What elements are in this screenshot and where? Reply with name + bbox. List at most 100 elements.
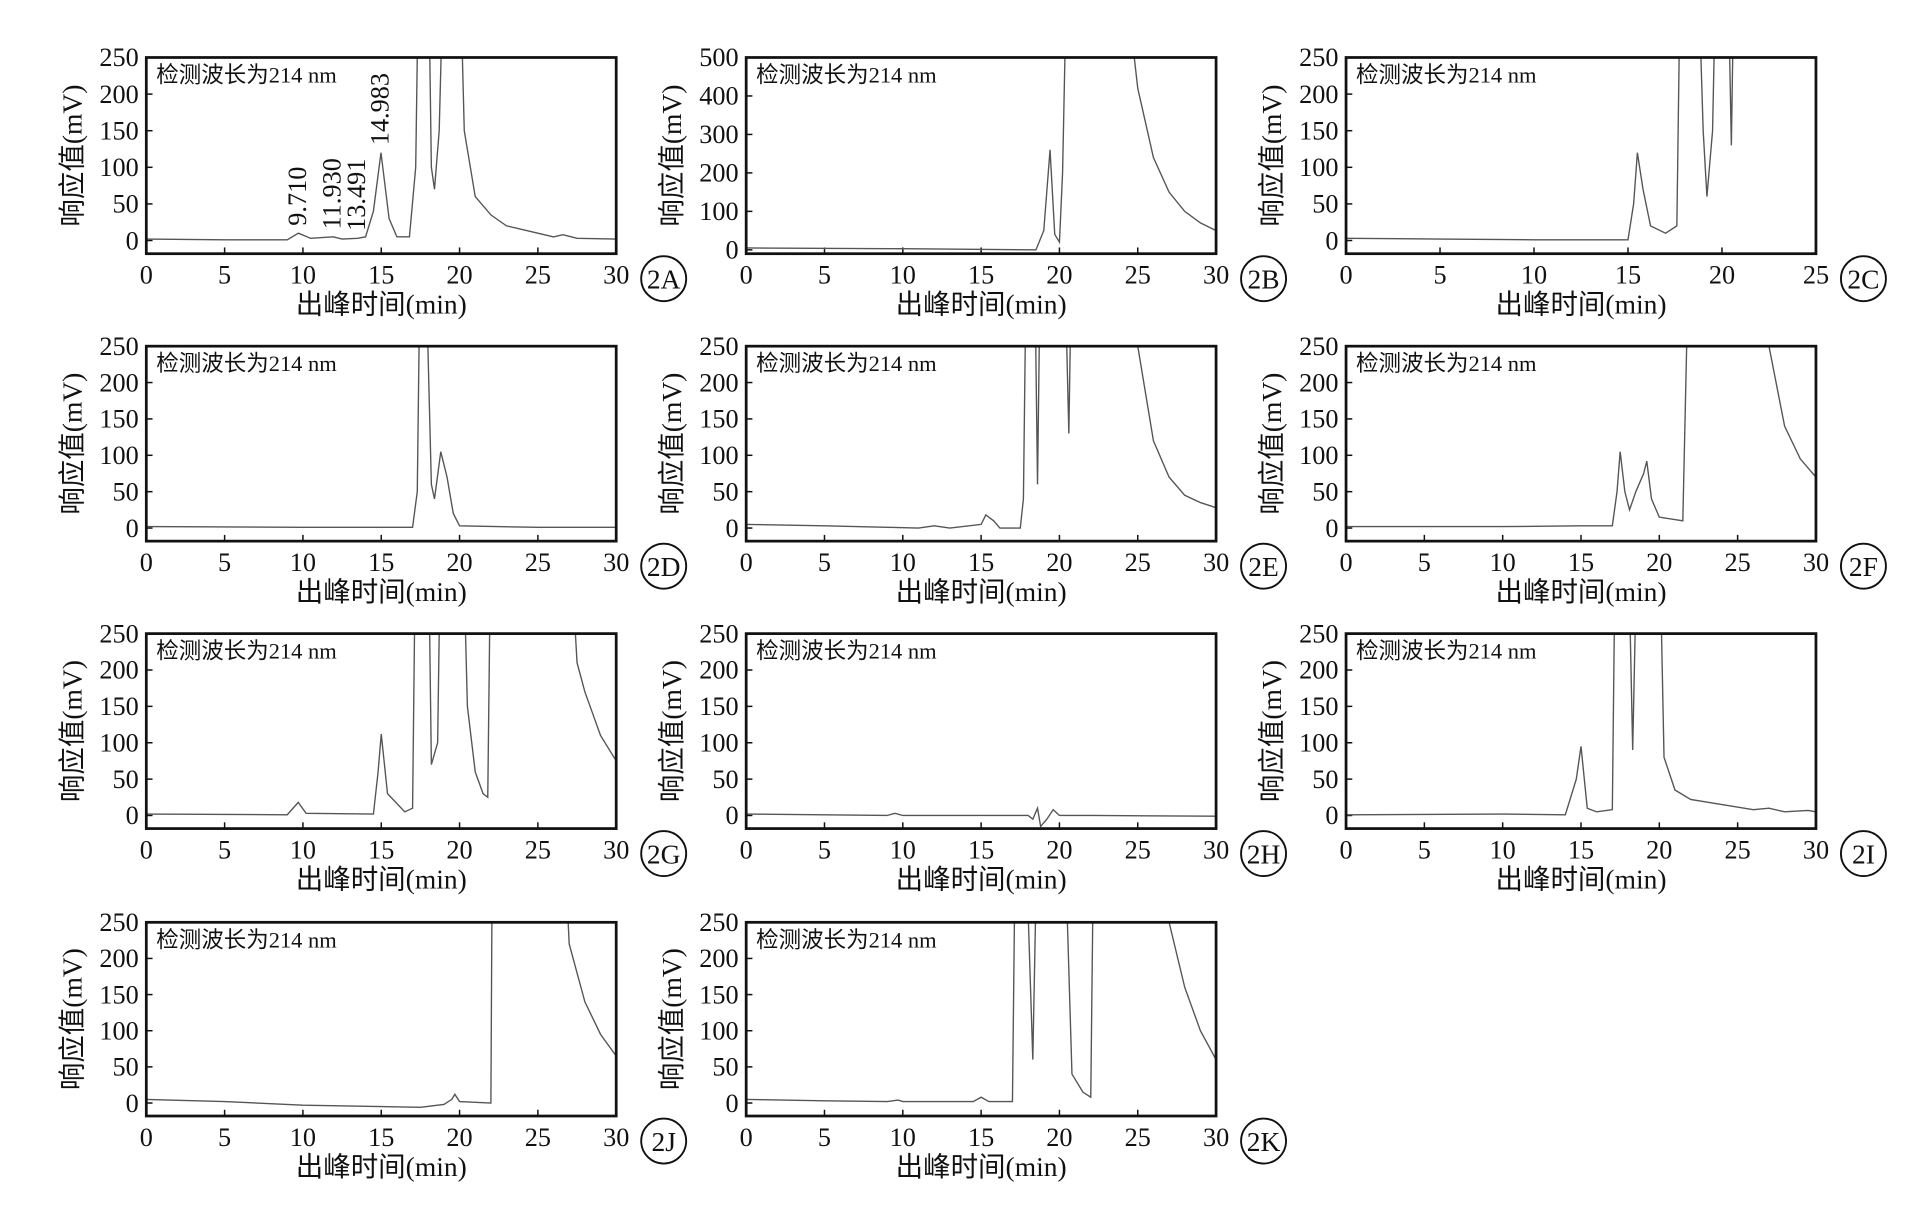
y-tick-label: 250 — [99, 619, 138, 648]
y-axis-label: 响应值(mV) — [657, 85, 687, 227]
y-tick-label: 200 — [1299, 368, 1338, 397]
y-tick-label: 0 — [1325, 801, 1338, 830]
panel-label-circle — [1840, 830, 1887, 878]
x-tick-label: 0 — [140, 836, 153, 865]
y-axis-label: 响应值(mV) — [657, 373, 687, 515]
panel-label: 2K — [1247, 1127, 1281, 1157]
x-tick-label: 15 — [968, 1123, 994, 1152]
y-tick-label: 150 — [1299, 405, 1338, 434]
panel: 0 5 10 15 20 25 30 0 50 100 150 200 250 检测波长为214 nm 出峰… — [657, 619, 1287, 895]
y-tick-label: 150 — [1299, 116, 1338, 145]
y-tick-label: 50 — [113, 477, 139, 506]
y-tick-label: 0 — [1325, 226, 1338, 255]
x-tick-label: 10 — [1521, 261, 1547, 290]
panel-label-circle — [640, 542, 688, 590]
x-axis-label: 出峰时间(min) — [1495, 577, 1666, 607]
x-axis-label: 出峰时间(min) — [896, 290, 1067, 320]
x-tick-label: 15 — [1568, 836, 1594, 865]
y-tick-label: 200 — [699, 656, 738, 685]
x-tick-label: 20 — [446, 261, 472, 290]
y-tick-label: 200 — [99, 80, 138, 109]
plot-frame — [744, 344, 1218, 543]
y-axis-label: 响应值(mV) — [657, 948, 687, 1090]
y-tick-label: 100 — [99, 153, 138, 182]
chromatogram-line — [1346, 346, 1816, 528]
y-tick-label: 250 — [1299, 43, 1338, 72]
y-tick-label: 250 — [699, 619, 738, 648]
plot-frame — [1344, 344, 1818, 543]
plot-frame — [1344, 632, 1818, 830]
x-tick-label: 25 — [1125, 261, 1151, 290]
x-tick-label: 5 — [1418, 548, 1431, 577]
plot-frame — [144, 632, 618, 830]
x-tick-label: 5 — [1418, 836, 1431, 865]
annotation: 检测波长为214 nm — [756, 639, 937, 664]
panel-label: 2A — [647, 265, 681, 295]
x-tick-label: 30 — [603, 1123, 629, 1152]
chromatogram-line — [146, 922, 617, 1109]
x-tick-label: 30 — [1203, 548, 1229, 577]
x-tick-label: 30 — [603, 548, 629, 577]
x-tick-label: 0 — [140, 1123, 153, 1152]
x-tick-label: 20 — [1046, 836, 1072, 865]
panel: 0 5 10 15 20 25 30 0 50 100 150 200 250 检测波长为214 nm 出峰… — [57, 332, 688, 607]
x-tick-label: 0 — [140, 261, 153, 290]
panel-label: 2C — [1847, 265, 1879, 295]
y-tick-label: 50 — [113, 765, 139, 794]
x-tick-label: 30 — [603, 261, 629, 290]
y-tick-label: 100 — [699, 197, 738, 226]
annotation: 检测波长为214 nm — [756, 62, 937, 87]
panel-label-circle — [1240, 255, 1287, 303]
annotation: 检测波长为214 nm — [756, 351, 937, 376]
y-tick-label: 150 — [699, 405, 738, 434]
y-tick-label: 100 — [99, 441, 138, 470]
x-tick-label: 15 — [968, 836, 994, 865]
y-tick-label: 50 — [1312, 765, 1338, 794]
y-tick-label: 250 — [99, 332, 138, 361]
x-axis-label: 出峰时间(min) — [296, 290, 467, 320]
y-tick-label: 0 — [1325, 514, 1338, 543]
annotation: 检测波长为214 nm — [156, 639, 337, 664]
plot-frame — [744, 56, 1218, 256]
y-tick-label: 150 — [99, 692, 138, 721]
x-tick-label: 5 — [218, 1123, 231, 1152]
chromatogram-line — [746, 805, 1217, 828]
chromatogram-line — [146, 57, 617, 241]
y-tick-label: 500 — [699, 43, 738, 72]
y-tick-label: 150 — [699, 980, 738, 1009]
panel-label: 2B — [1248, 265, 1280, 295]
x-tick-label: 15 — [1568, 548, 1594, 577]
x-tick-label: 25 — [525, 836, 551, 865]
x-tick-label: 5 — [218, 261, 231, 290]
x-tick-label: 15 — [368, 261, 394, 290]
y-tick-label: 200 — [99, 368, 138, 397]
y-tick-label: 150 — [99, 980, 138, 1009]
plot-frame — [144, 56, 618, 256]
x-tick-label: 10 — [890, 836, 916, 865]
x-tick-label: 20 — [1046, 548, 1072, 577]
panel-label-circle — [1840, 255, 1887, 303]
y-tick-label: 50 — [113, 190, 139, 219]
y-tick-label: 0 — [726, 801, 739, 830]
y-tick-label: 100 — [99, 1016, 138, 1045]
x-tick-label: 5 — [818, 548, 831, 577]
y-tick-label: 100 — [1299, 441, 1338, 470]
x-tick-label: 25 — [525, 261, 551, 290]
y-tick-label: 100 — [1299, 728, 1338, 757]
annotation: 检测波长为214 nm — [1356, 351, 1537, 376]
y-tick-label: 250 — [699, 908, 738, 937]
y-tick-label: 300 — [699, 120, 738, 149]
x-axis-label: 出峰时间(min) — [296, 1152, 467, 1182]
y-tick-label: 250 — [699, 332, 738, 361]
y-tick-label: 100 — [699, 1016, 738, 1045]
y-tick-label: 50 — [1312, 190, 1338, 219]
x-tick-label: 30 — [603, 836, 629, 865]
x-tick-label: 30 — [1803, 836, 1829, 865]
annotation: 检测波长为214 nm — [156, 351, 337, 376]
y-tick-label: 250 — [1299, 332, 1338, 361]
y-tick-label: 100 — [699, 728, 738, 757]
x-tick-label: 25 — [1125, 1123, 1151, 1152]
x-tick-label: 0 — [1339, 548, 1352, 577]
y-tick-label: 0 — [726, 1089, 739, 1118]
